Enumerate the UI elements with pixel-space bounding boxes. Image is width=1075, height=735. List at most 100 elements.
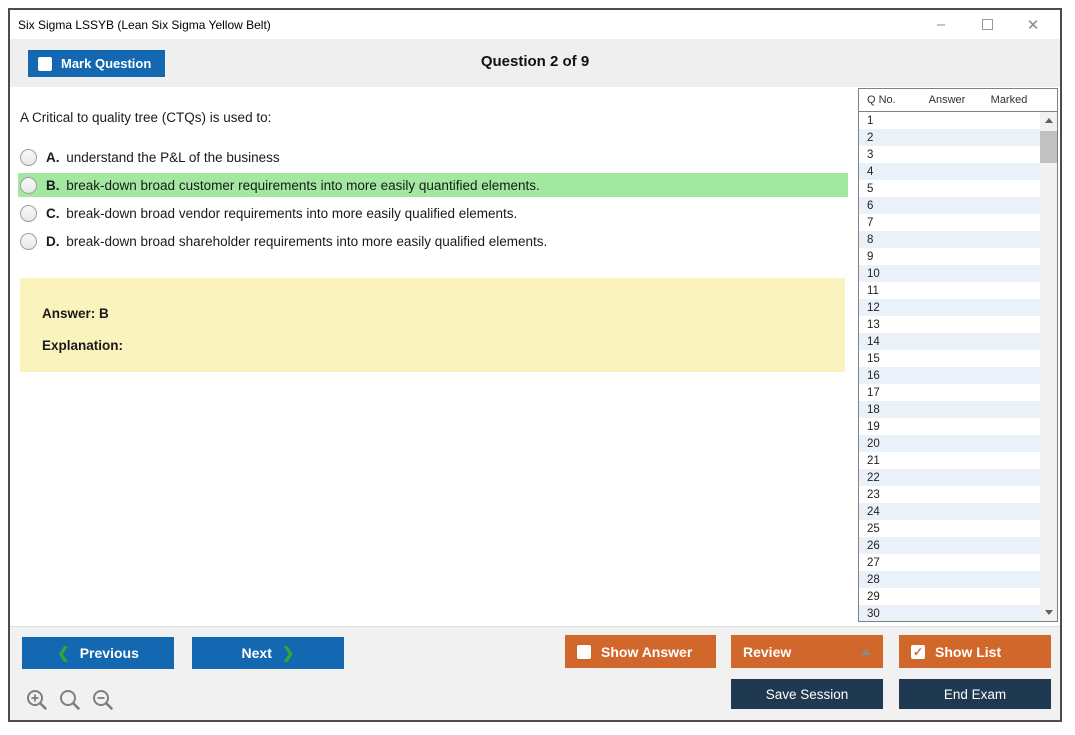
zoom-toolbar xyxy=(24,687,116,713)
table-row[interactable]: 3 xyxy=(859,146,1040,163)
table-row[interactable]: 9 xyxy=(859,248,1040,265)
explanation-label: Explanation: xyxy=(42,338,124,353)
maximize-icon xyxy=(981,19,993,30)
close-button[interactable]: ✕ xyxy=(1010,10,1056,39)
minimize-button[interactable]: – xyxy=(918,10,964,39)
row-qno: 1 xyxy=(867,114,874,127)
radio-button[interactable] xyxy=(20,148,37,166)
question-text: A Critical to quality tree (CTQs) is use… xyxy=(20,110,272,125)
row-qno: 3 xyxy=(867,148,874,161)
table-row[interactable]: 23 xyxy=(859,486,1040,503)
table-row[interactable]: 11 xyxy=(859,282,1040,299)
question-counter: Question 2 of 9 xyxy=(480,53,590,70)
answer-label: Answer: B xyxy=(42,306,109,321)
row-qno: 5 xyxy=(867,182,874,195)
row-qno: 13 xyxy=(867,318,880,331)
table-row[interactable]: 16 xyxy=(859,367,1040,384)
table-row[interactable]: 17 xyxy=(859,384,1040,401)
option-text: D. break-down broad shareholder requirem… xyxy=(46,233,548,249)
chevron-right-icon: ❯ xyxy=(281,645,295,662)
row-qno: 22 xyxy=(867,471,880,484)
table-row[interactable]: 13 xyxy=(859,316,1040,333)
checkmark-icon: ✓ xyxy=(912,644,924,659)
radio-button[interactable] xyxy=(20,176,37,194)
previous-label: Previous xyxy=(79,645,139,661)
table-row[interactable]: 15 xyxy=(859,350,1040,367)
save-session-button[interactable]: Save Session xyxy=(731,679,883,709)
show-answer-label: Show Answer xyxy=(601,643,693,660)
option-text: A. understand the P&L of the business xyxy=(46,149,280,165)
table-row[interactable]: 12 xyxy=(859,299,1040,316)
review-dropdown[interactable]: Review xyxy=(731,635,883,668)
table-row[interactable]: 28 xyxy=(859,571,1040,588)
show-answer-button[interactable]: Show Answer xyxy=(565,635,716,668)
row-qno: 30 xyxy=(867,607,880,620)
table-row[interactable]: 5 xyxy=(859,180,1040,197)
row-qno: 11 xyxy=(867,284,879,297)
maximize-button[interactable] xyxy=(964,10,1010,39)
table-row[interactable]: 26 xyxy=(859,537,1040,554)
column-header-marked: Marked xyxy=(990,94,1028,106)
table-row[interactable]: 29 xyxy=(859,588,1040,605)
table-row[interactable]: 25 xyxy=(859,520,1040,537)
row-qno: 24 xyxy=(867,505,880,518)
table-row[interactable]: 27 xyxy=(859,554,1040,571)
table-row[interactable]: 8 xyxy=(859,231,1040,248)
zoom-out-icon[interactable] xyxy=(90,687,116,713)
row-qno: 26 xyxy=(867,539,880,552)
table-row[interactable]: 30 xyxy=(859,605,1040,621)
radio-button[interactable] xyxy=(20,204,37,222)
scrollbar-thumb[interactable] xyxy=(1040,131,1057,163)
row-qno: 21 xyxy=(867,454,880,467)
table-row[interactable]: 2 xyxy=(859,129,1040,146)
mark-question-button[interactable]: Mark Question xyxy=(28,50,166,77)
table-row[interactable]: 20 xyxy=(859,435,1040,452)
scroll-down-button[interactable] xyxy=(1040,604,1057,621)
row-qno: 16 xyxy=(867,369,880,382)
show-list-button[interactable]: ✓ Show List xyxy=(899,635,1051,668)
zoom-reset-icon[interactable] xyxy=(57,687,83,713)
end-exam-button[interactable]: End Exam xyxy=(899,679,1051,709)
table-row[interactable]: 4 xyxy=(859,163,1040,180)
table-row[interactable]: 7 xyxy=(859,214,1040,231)
table-row[interactable]: 24 xyxy=(859,503,1040,520)
option-row-b[interactable]: B. break-down broad customer requirement… xyxy=(18,173,848,197)
table-row[interactable]: 14 xyxy=(859,333,1040,350)
row-qno: 12 xyxy=(867,301,880,314)
option-row-a[interactable]: A. understand the P&L of the business xyxy=(18,145,848,169)
column-header-qno: Q No. xyxy=(867,94,896,106)
row-qno: 7 xyxy=(867,216,874,229)
caret-up-icon xyxy=(861,648,871,655)
previous-button[interactable]: ❮ Previous xyxy=(22,637,174,669)
table-row[interactable]: 10 xyxy=(859,265,1040,282)
bottom-toolbar: ❮ Previous Next ❯ Show Answer Review ✓ S… xyxy=(10,626,1060,720)
row-qno: 27 xyxy=(867,556,880,569)
table-row[interactable]: 18 xyxy=(859,401,1040,418)
row-qno: 23 xyxy=(867,488,880,501)
zoom-in-icon[interactable] xyxy=(24,687,50,713)
row-qno: 19 xyxy=(867,420,880,433)
table-row[interactable]: 6 xyxy=(859,197,1040,214)
next-label: Next xyxy=(241,645,272,661)
review-label: Review xyxy=(743,643,792,660)
row-qno: 10 xyxy=(867,267,880,280)
show-list-checkbox[interactable]: ✓ xyxy=(911,644,925,659)
row-qno: 17 xyxy=(867,386,880,399)
table-row[interactable]: 19 xyxy=(859,418,1040,435)
table-row[interactable]: 21 xyxy=(859,452,1040,469)
table-row[interactable]: 22 xyxy=(859,469,1040,486)
row-qno: 18 xyxy=(867,403,880,416)
scroll-down-icon xyxy=(1044,610,1053,615)
show-answer-checkbox[interactable] xyxy=(577,644,591,659)
option-row-c[interactable]: C. break-down broad vendor requirements … xyxy=(18,201,848,225)
next-button[interactable]: Next ❯ xyxy=(192,637,344,669)
question-list-scrollbar[interactable] xyxy=(1040,112,1057,621)
row-qno: 2 xyxy=(867,131,874,144)
table-row[interactable]: 1 xyxy=(859,112,1040,129)
radio-button[interactable] xyxy=(20,232,37,250)
option-row-d[interactable]: D. break-down broad shareholder requirem… xyxy=(18,229,848,253)
mark-question-checkbox[interactable] xyxy=(38,56,52,71)
question-list-header: Q No. Answer Marked xyxy=(859,89,1057,112)
scroll-up-button[interactable] xyxy=(1040,112,1057,129)
window-controls: – ✕ xyxy=(918,10,1056,39)
